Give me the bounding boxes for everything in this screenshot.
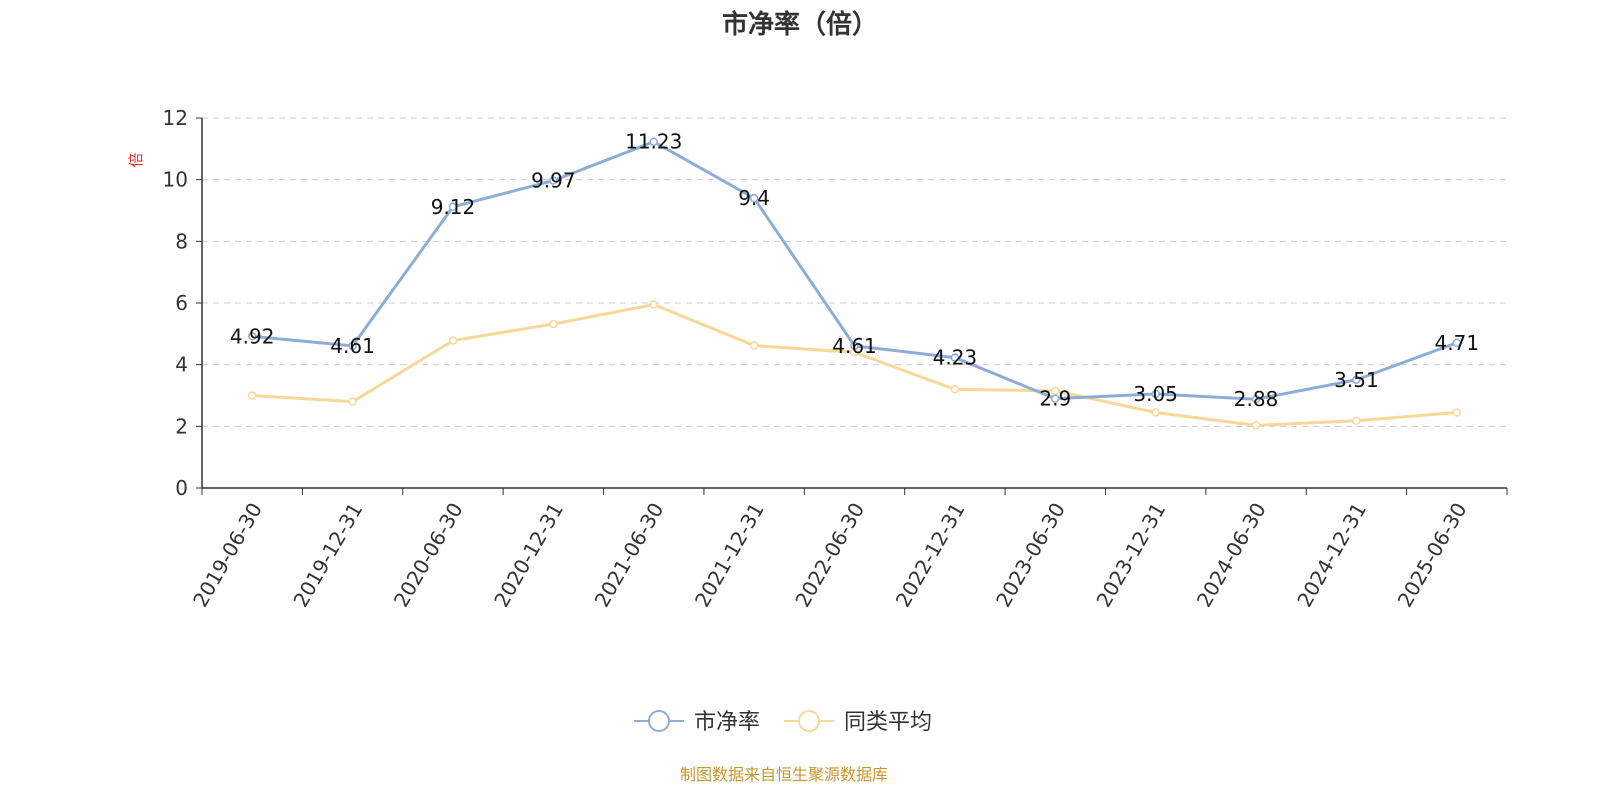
legend: 市净率 同类平均 [634, 710, 932, 735]
data-point[interactable] [950, 353, 960, 362]
x-tick-label: 2022-12-31 [891, 499, 970, 612]
data-point[interactable] [549, 319, 558, 329]
legend-marker-icon [648, 710, 670, 732]
x-tick-label: 2023-12-31 [1091, 499, 1170, 612]
data-point[interactable] [448, 202, 458, 212]
data-point[interactable] [749, 341, 759, 350]
data-point[interactable] [1051, 394, 1060, 403]
data-point[interactable] [649, 137, 658, 146]
data-label: 2.88 [1234, 387, 1279, 411]
data-point[interactable] [1352, 375, 1361, 385]
data-point[interactable] [549, 176, 558, 185]
x-tick-label: 2019-12-31 [288, 499, 367, 612]
data-point[interactable] [1151, 408, 1160, 417]
data-label: 9.4 [738, 186, 770, 210]
data-label: 9.12 [431, 195, 476, 219]
y-tick-label: 6 [175, 291, 188, 315]
data-point[interactable] [247, 391, 257, 400]
x-tick-label: 2025-06-30 [1393, 499, 1472, 612]
data-label: 3.51 [1334, 368, 1379, 392]
grid-lines [202, 117, 1507, 427]
legend-item-pb[interactable]: 市净率 [634, 710, 760, 735]
data-point[interactable] [448, 336, 458, 345]
data-source-note: 制图数据来自恒生聚源数据库 [680, 765, 888, 784]
data-point[interactable] [850, 341, 859, 351]
x-tick-label: 2020-12-31 [489, 499, 568, 612]
data-label: 2.9 [1039, 387, 1071, 411]
data-label: 9.97 [531, 169, 576, 193]
data-label: 11.23 [625, 130, 682, 154]
legend-label-peer-average: 同类平均 [844, 710, 932, 735]
data-point[interactable] [1352, 416, 1361, 426]
series-line-0 [252, 140, 1458, 401]
chart-title: 市净率（倍） [722, 9, 878, 40]
y-axis-unit: 倍 [127, 152, 145, 167]
data-point[interactable] [1452, 408, 1462, 417]
x-tick-label: 2021-06-30 [590, 499, 669, 612]
y-tick-label: 8 [175, 229, 188, 253]
data-label: 4.61 [330, 334, 375, 358]
y-tick-label: 10 [163, 168, 188, 192]
data-point[interactable] [1251, 421, 1261, 430]
data-point[interactable] [247, 332, 257, 341]
y-tick-label: 12 [163, 106, 188, 130]
data-point[interactable] [1452, 338, 1462, 348]
data-label: 4.23 [933, 346, 978, 370]
data-label: 3.05 [1133, 382, 1178, 406]
x-tick-label: 2022-06-30 [790, 499, 869, 612]
x-tick-label: 2023-06-30 [991, 499, 1070, 612]
x-tick-label: 2020-06-30 [389, 499, 468, 612]
x-tick-label: 2024-06-30 [1192, 499, 1271, 612]
y-tick-label: 4 [175, 353, 188, 377]
data-point[interactable] [649, 300, 658, 309]
data-point[interactable] [749, 193, 759, 203]
data-label: 4.92 [230, 324, 275, 348]
data-point[interactable] [1251, 394, 1261, 404]
legend-label-pb: 市净率 [694, 710, 760, 735]
y-tick-label: 0 [175, 476, 188, 500]
data-label: 4.61 [832, 334, 877, 358]
series-layer [247, 137, 1462, 430]
data-labels: 4.92 4.61 9.12 9.97 11.23 9.4 4.61 4.23 2.9 3.05 2… [230, 130, 1479, 411]
data-label: 4.71 [1435, 331, 1480, 355]
x-tick-label: 2019-06-30 [188, 499, 267, 612]
data-point[interactable] [1151, 389, 1160, 399]
legend-marker-icon [798, 710, 820, 732]
legend-item-peer-average[interactable]: 同类平均 [784, 710, 932, 735]
axes: 0 2 4 6 8 10 12 2019-06-30 2019-12-31 2020-06-30 2… [163, 106, 1508, 612]
data-point[interactable] [348, 341, 357, 351]
y-tick-label: 2 [175, 414, 188, 438]
x-tick-label: 2021-12-31 [690, 499, 769, 612]
x-tick-label: 2024-12-31 [1292, 499, 1371, 612]
data-point[interactable] [348, 397, 357, 406]
data-point[interactable] [950, 385, 960, 394]
